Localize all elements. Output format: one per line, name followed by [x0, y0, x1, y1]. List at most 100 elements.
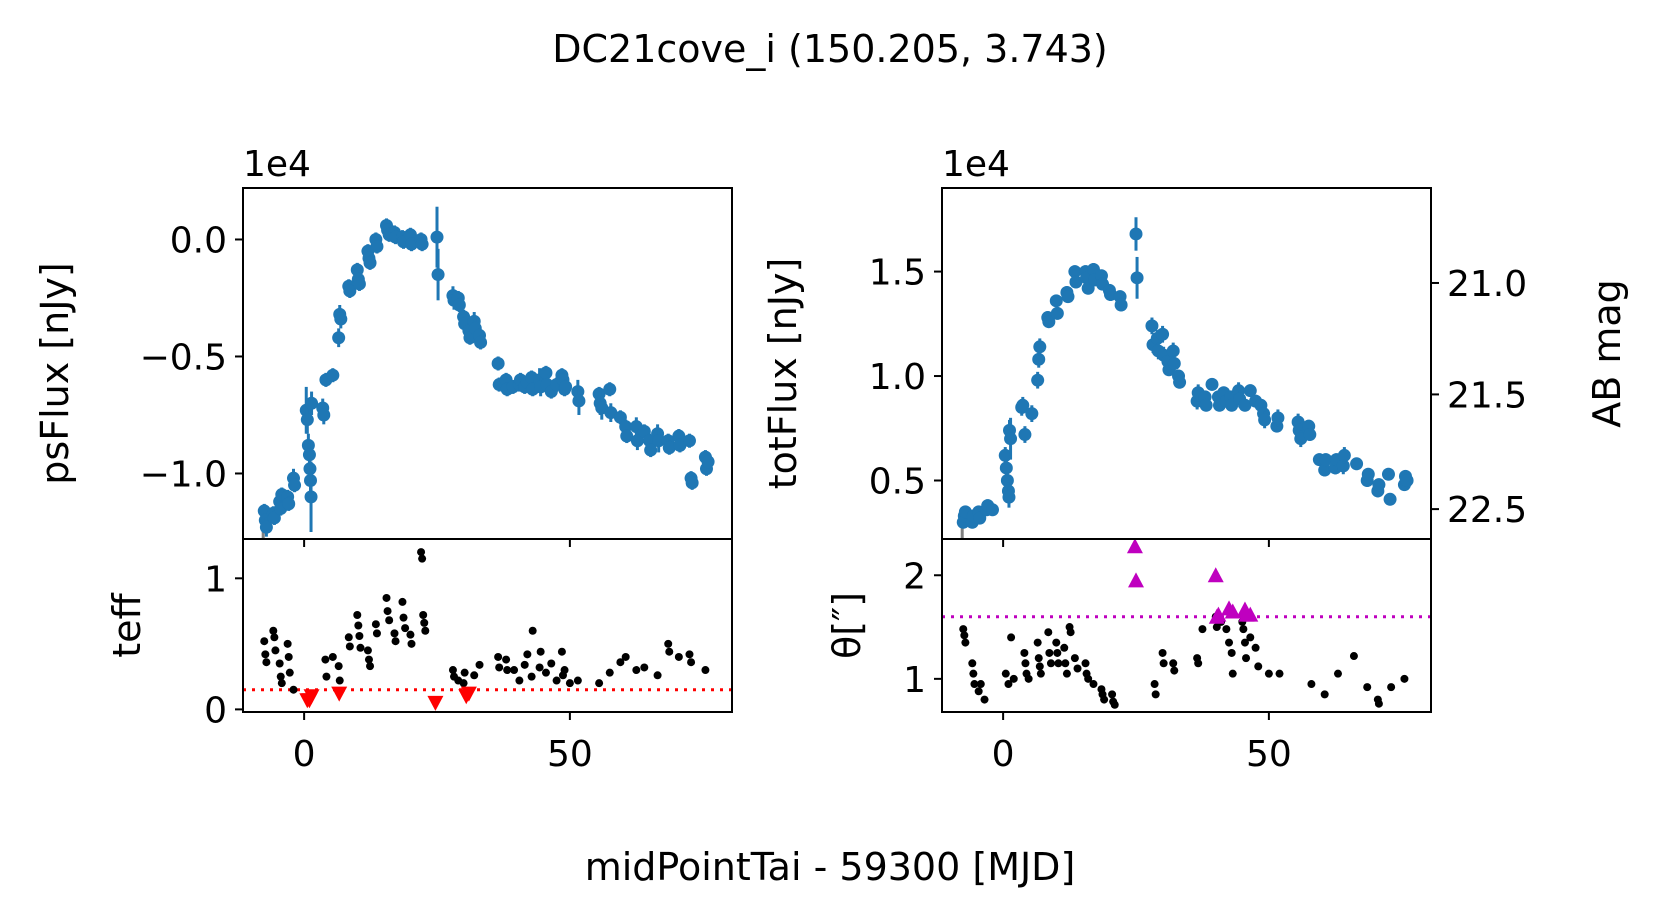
teff-point: [353, 611, 362, 620]
data-point: [491, 357, 505, 370]
teff-point: [420, 618, 429, 627]
theta-point: [1044, 628, 1053, 637]
teff-point: [271, 646, 280, 655]
teff-point: [573, 676, 582, 685]
data-point: [1130, 271, 1144, 285]
y-axis-label: psFlux [nJy]: [33, 262, 77, 484]
axes-frame: [242, 538, 733, 713]
data-point: [302, 448, 316, 462]
theta-point: [976, 680, 985, 689]
theta-point: [961, 638, 970, 647]
theta-point: [1150, 680, 1159, 689]
theta-point: [1225, 638, 1234, 647]
data-point: [572, 394, 586, 408]
teff-point: [260, 637, 269, 646]
theta-point: [1020, 648, 1029, 657]
teff-point: [527, 672, 536, 681]
theta-point: [1222, 625, 1231, 634]
theta-point: [1007, 633, 1016, 642]
teff-point: [419, 611, 428, 620]
teff-point: [459, 679, 468, 688]
axes-frame: [242, 187, 733, 540]
data-point: [685, 476, 699, 490]
teff-point: [640, 663, 649, 672]
data-point: [662, 441, 676, 455]
theta-marker: [1126, 539, 1143, 554]
teff-point: [385, 616, 394, 625]
y-tick-label: −1.0: [140, 454, 227, 495]
teff-point: [334, 662, 343, 671]
theta-point: [1035, 662, 1044, 671]
y-tick-label: 1: [204, 559, 227, 600]
theta-point: [968, 659, 977, 668]
theta-point: [960, 631, 969, 640]
theta-point: [1151, 690, 1160, 699]
data-point: [334, 312, 348, 326]
data-point: [1166, 344, 1180, 358]
plot-area: [257, 206, 715, 539]
theta-point: [1054, 659, 1063, 668]
data-point: [985, 503, 999, 517]
teff-point: [520, 660, 529, 669]
data-point: [300, 413, 314, 427]
data-point: [1383, 492, 1397, 506]
teff-point: [382, 593, 391, 602]
teff-point: [503, 666, 512, 675]
data-point: [352, 277, 366, 291]
teff-point: [494, 652, 503, 661]
teff-point: [345, 642, 354, 651]
data-point: [999, 461, 1013, 475]
teff-point: [536, 647, 545, 656]
teff-point: [401, 624, 410, 633]
data-point: [1069, 275, 1083, 289]
data-point: [317, 408, 331, 422]
teff-point: [289, 685, 298, 694]
theta-point: [969, 669, 978, 678]
data-point: [1031, 373, 1045, 387]
teff-point: [354, 621, 363, 630]
teff-point: [262, 658, 271, 667]
teff-point: [364, 655, 373, 664]
data-point: [1114, 298, 1128, 312]
data-point: [1205, 377, 1219, 391]
data-point: [1271, 411, 1285, 425]
data-point: [370, 240, 384, 253]
teff-point: [421, 626, 430, 635]
theta-point: [1240, 638, 1249, 647]
theta-point: [1251, 643, 1260, 652]
theta-point: [1198, 625, 1207, 634]
y-axis-label: totFlux [nJy]: [761, 258, 805, 490]
theta-point: [1046, 659, 1055, 668]
teff-point: [701, 666, 710, 675]
data-point: [1319, 453, 1333, 467]
upper-limit-marker: [331, 686, 348, 702]
data-point: [1050, 306, 1064, 320]
theta-point: [1052, 638, 1061, 647]
teff-point: [406, 630, 415, 639]
psflux-panel: 0.0 −0.5 −1.0 1e4 psFlux [nJy]: [33, 144, 733, 547]
teff-point: [448, 666, 457, 675]
teff-point: [285, 668, 294, 677]
theta-point: [1009, 674, 1018, 683]
data-point: [1018, 428, 1032, 442]
y-tick-label: 0.0: [170, 220, 227, 261]
theta-point: [1239, 625, 1248, 634]
plot-area: [956, 217, 1414, 539]
teff-point: [276, 672, 285, 681]
offset-label: 1e4: [243, 144, 311, 185]
teff-point: [383, 607, 392, 616]
theta-marker: [1242, 606, 1259, 622]
data-point: [1199, 398, 1213, 412]
teff-point: [390, 629, 399, 638]
totflux-panel: 0.5 1.0 1.5 1e4 totFlux [nJy] 21.0 21.5 22.5 AB …: [761, 144, 1629, 547]
theta-point: [1108, 690, 1117, 699]
teff-point: [355, 631, 364, 640]
teff-point: [366, 662, 375, 671]
teff-point: [595, 679, 604, 688]
x-axis-label: midPointTai - 59300 [MJD]: [585, 845, 1076, 889]
data-point: [1238, 398, 1252, 412]
theta-marker: [1224, 603, 1241, 619]
theta-point: [1349, 652, 1358, 661]
theta-point: [1333, 669, 1342, 678]
